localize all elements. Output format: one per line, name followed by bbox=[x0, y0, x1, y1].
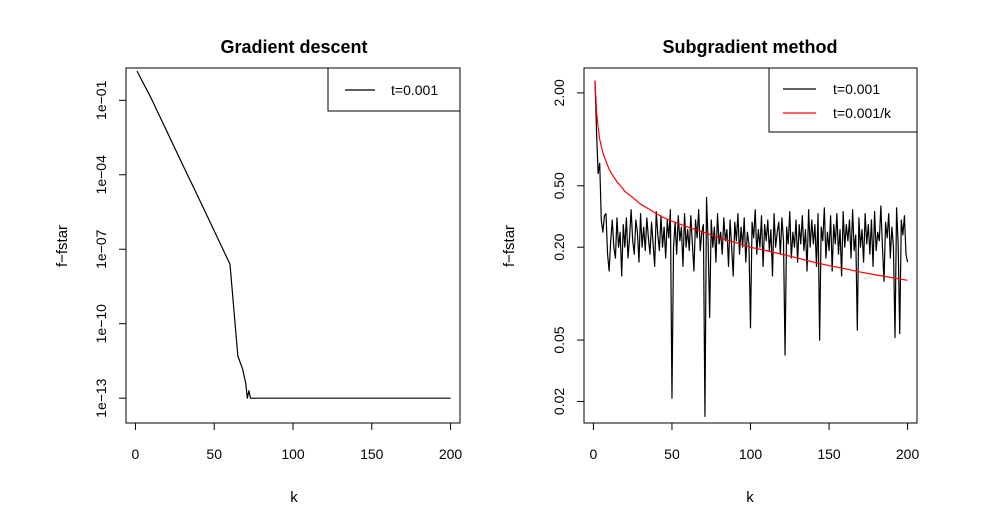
x-tick-label: 50 bbox=[664, 446, 680, 462]
x-tick-label: 50 bbox=[206, 446, 222, 462]
series-layer bbox=[136, 70, 451, 399]
series-line bbox=[136, 70, 451, 399]
y-tick-label: 1e−13 bbox=[93, 378, 109, 418]
x-tick-label: 0 bbox=[590, 446, 598, 462]
y-tick-label: 2.00 bbox=[551, 79, 567, 106]
x-axis: 0 50 100 150 200 bbox=[590, 422, 920, 462]
y-axis-label: f−fstar bbox=[54, 225, 71, 267]
x-tick-label: 150 bbox=[817, 446, 841, 462]
subgradient-method-panel: Subgradient method k f−fstar 0 50 100 150 20… bbox=[501, 37, 919, 506]
x-tick-label: 150 bbox=[360, 446, 384, 462]
chart-title: Subgradient method bbox=[663, 37, 838, 57]
x-tick-label: 0 bbox=[132, 446, 140, 462]
plot-frame bbox=[125, 67, 461, 424]
series-layer bbox=[594, 80, 909, 417]
legend-entry-label: t=0.001 bbox=[391, 82, 438, 98]
y-axis: 0.02 0.05 0.20 0.50 2.00 bbox=[551, 79, 584, 415]
x-tick-label: 100 bbox=[281, 446, 305, 462]
y-tick-label: 0.50 bbox=[551, 172, 567, 199]
y-tick-label: 1e−10 bbox=[93, 304, 109, 344]
legend: t=0.001 t=0.001/k bbox=[768, 67, 918, 133]
series-line bbox=[594, 80, 908, 281]
legend-entry-label: t=0.001/k bbox=[833, 105, 892, 121]
legend: t=0.001 bbox=[327, 67, 461, 112]
y-tick-label: 0.20 bbox=[551, 233, 567, 260]
y-axis-label: f−fstar bbox=[501, 225, 518, 267]
x-axis-label: k bbox=[746, 489, 754, 506]
series-line bbox=[594, 80, 909, 417]
x-tick-label: 100 bbox=[739, 446, 763, 462]
legend-entry-label: t=0.001 bbox=[833, 81, 880, 97]
x-tick-label: 200 bbox=[896, 446, 920, 462]
legend-box bbox=[768, 67, 918, 133]
y-tick-label: 1e−01 bbox=[93, 80, 109, 120]
y-tick-label: 0.05 bbox=[551, 326, 567, 353]
y-axis: 1e−13 1e−10 1e−07 1e−04 1e−01 bbox=[93, 80, 126, 418]
x-axis-label: k bbox=[290, 489, 298, 506]
x-axis: 0 50 100 150 200 bbox=[132, 422, 463, 462]
chart-title: Gradient descent bbox=[220, 37, 367, 57]
gradient-descent-panel: Gradient descent k f−fstar 0 50 100 150 200 … bbox=[54, 37, 462, 506]
y-tick-label: 1e−07 bbox=[93, 229, 109, 269]
y-tick-label: 0.02 bbox=[551, 388, 567, 415]
x-tick-label: 200 bbox=[439, 446, 463, 462]
y-tick-label: 1e−04 bbox=[93, 155, 109, 195]
